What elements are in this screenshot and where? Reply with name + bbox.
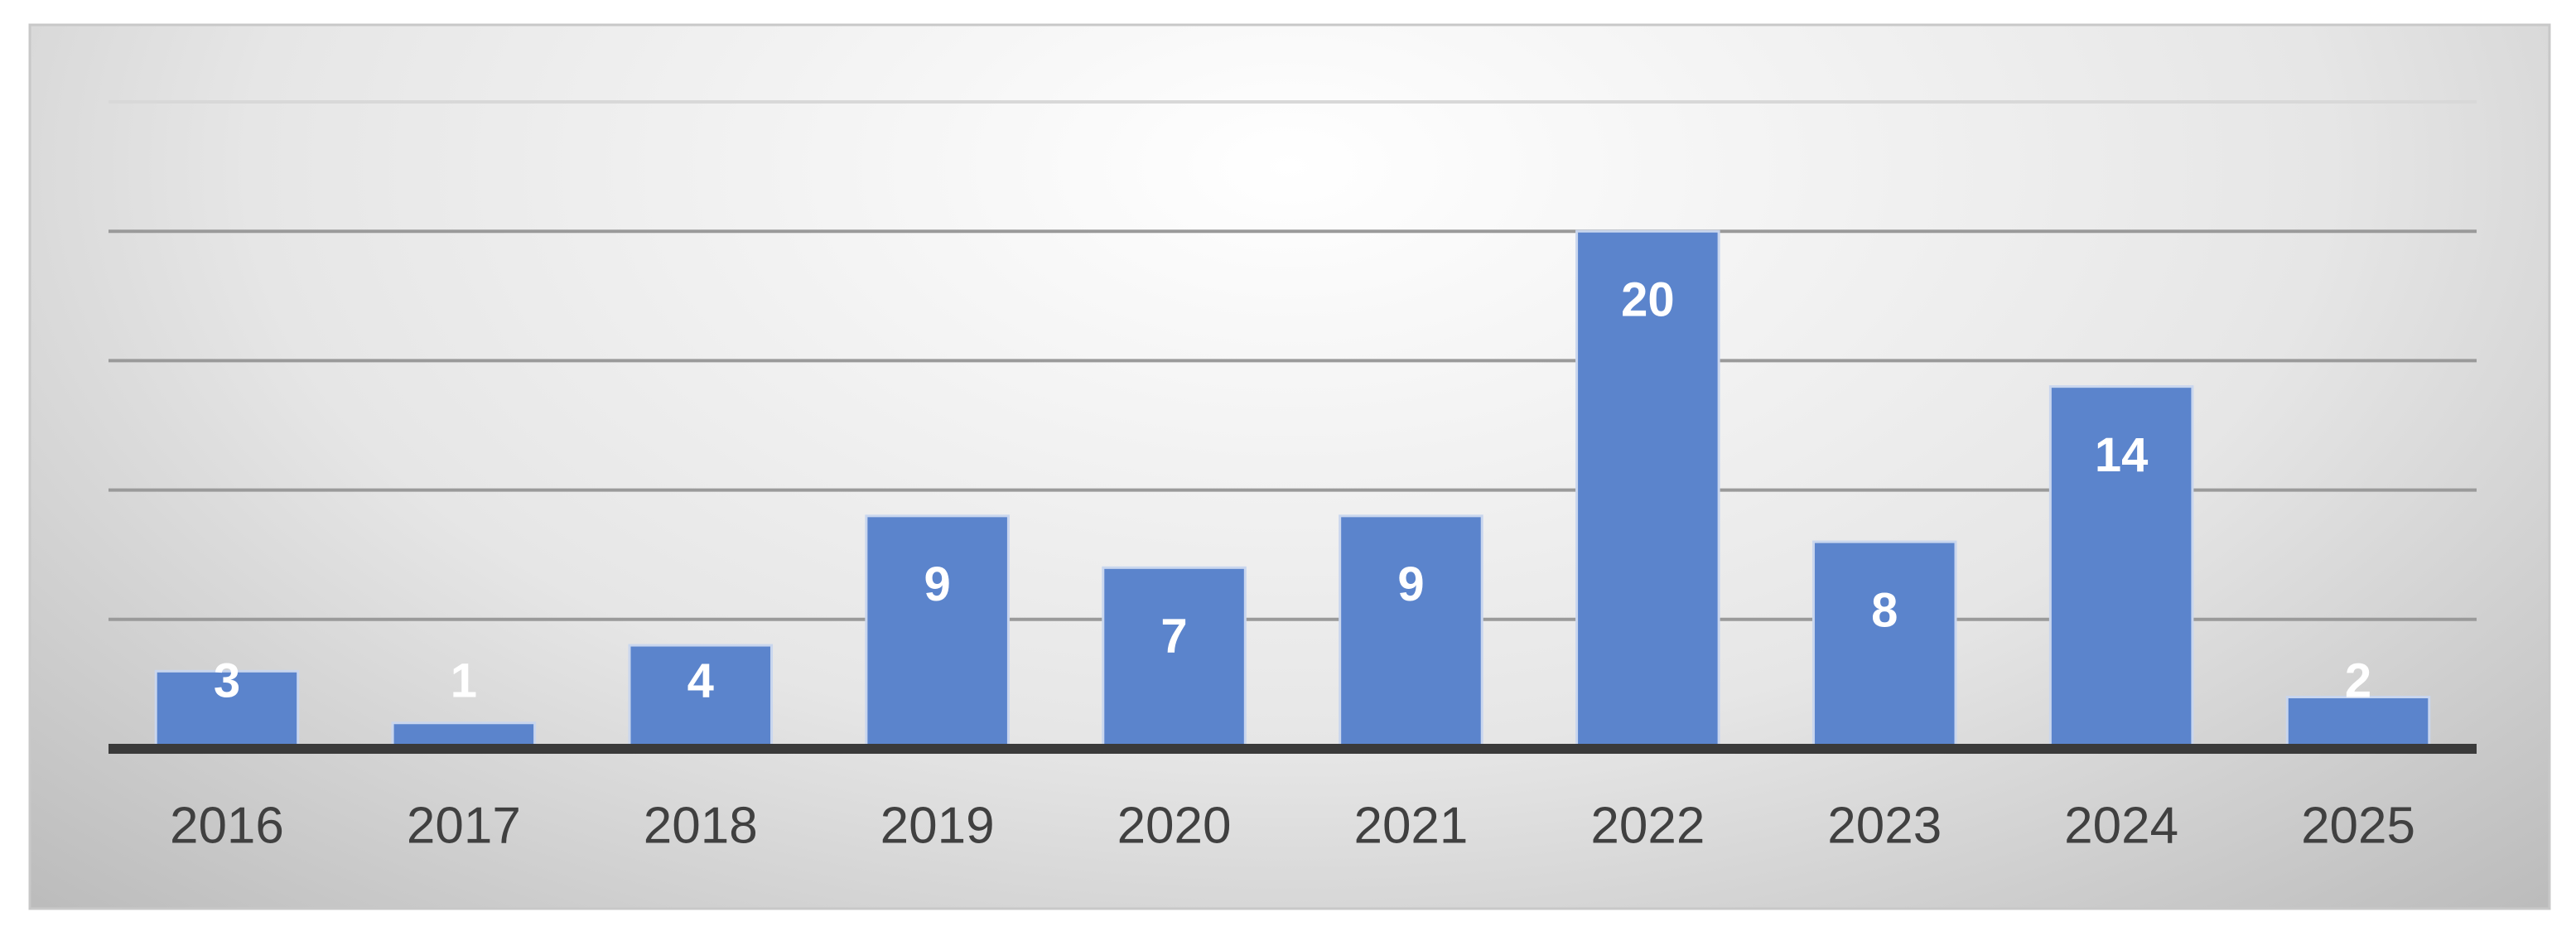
x-tick-label: 2017 (407, 797, 521, 854)
data-label: 7 (1160, 610, 1187, 663)
data-label: 8 (1871, 583, 1898, 637)
bar (1339, 514, 1483, 750)
x-tick-label: 2023 (1827, 797, 1942, 854)
bar (1575, 229, 1720, 750)
bar (2048, 385, 2194, 750)
data-label: 4 (687, 654, 714, 707)
x-tick-label: 2018 (644, 797, 758, 854)
data-label: 3 (214, 654, 240, 707)
bar (865, 514, 1010, 750)
x-tick-label: 2019 (880, 797, 995, 854)
x-tick-label: 2021 (1353, 797, 1468, 854)
bar (1102, 566, 1247, 750)
data-label: 2 (2345, 654, 2371, 707)
data-label: 20 (1621, 273, 1675, 327)
bar (1811, 540, 1957, 750)
x-tick-label: 2020 (1117, 797, 1232, 854)
data-label: 9 (924, 557, 951, 611)
x-tick-label: 2016 (170, 797, 284, 854)
bar (628, 644, 774, 750)
x-tick-label: 2022 (1590, 797, 1705, 854)
x-tick-label: 2025 (2301, 797, 2415, 854)
data-label: 1 (451, 654, 477, 707)
data-label: 9 (1397, 557, 1424, 611)
x-tick-label: 2024 (2064, 797, 2178, 854)
bar (2285, 696, 2431, 750)
data-label: 14 (2095, 428, 2149, 482)
